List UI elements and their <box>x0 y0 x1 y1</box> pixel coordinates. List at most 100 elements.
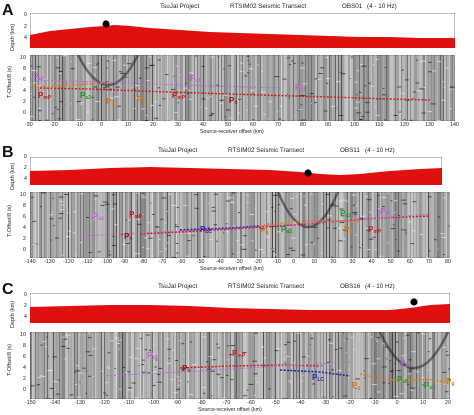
panel-a: A TsuJal Project RTSIM02 Seismic Transec… <box>0 0 474 137</box>
record-tick: 8 <box>23 343 26 349</box>
panel-letter: B <box>2 144 14 161</box>
x-tick: -20 <box>254 259 262 265</box>
pmp-pick-line <box>39 87 431 101</box>
x-tick: -30 <box>235 259 243 265</box>
phase-label: Ps1 <box>93 212 104 222</box>
x-tick: -30 <box>25 122 33 128</box>
record-tick: 10 <box>20 192 26 198</box>
x-tick: -30 <box>321 400 330 406</box>
record-tick: 10 <box>20 332 26 338</box>
phase-label: Ps2 <box>281 225 292 235</box>
bathymetry-profile <box>30 25 455 48</box>
x-axis-label: Source-receiver offset (km) <box>198 407 262 413</box>
x-tick: -80 <box>197 400 206 406</box>
pg-pick-line <box>30 82 107 88</box>
x-tick: -150 <box>25 400 36 406</box>
x-tick: -70 <box>158 259 167 265</box>
x-tick: 10 <box>420 400 427 406</box>
depth-tick: 2 <box>24 303 27 309</box>
x-tick: -60 <box>177 259 186 265</box>
record-tick: 8 <box>23 66 26 72</box>
record-tick: 4 <box>23 225 26 231</box>
phase-label: Ps2 <box>80 91 91 101</box>
ps1-pick-line <box>30 79 281 89</box>
phase-label: Ps2 <box>397 375 408 385</box>
plc-pick-line <box>179 225 261 231</box>
pmp-pick-line <box>179 364 321 369</box>
bathymetry-profile <box>30 304 450 323</box>
x-tick: 40 <box>368 259 375 265</box>
record-tick: 10 <box>20 55 26 61</box>
panel-c: C TsuJal Project RTSIM02 Seismic Transec… <box>0 278 474 415</box>
phase-label: PmP <box>172 91 186 101</box>
bathymetry-profile <box>30 167 442 185</box>
x-tick: -10 <box>273 259 281 265</box>
x-tick: -10 <box>75 122 83 128</box>
depth-tick: 2 <box>24 165 27 171</box>
x-tick: -40 <box>296 400 305 406</box>
depth-tick: 4 <box>24 314 27 320</box>
x-tick: 120 <box>400 122 409 128</box>
title-band: (4 - 10 Hz) <box>365 283 395 290</box>
phase-label: Ps2 <box>340 209 351 219</box>
x-tick: 140 <box>450 122 459 128</box>
title-project: TsuJal Project <box>158 283 198 290</box>
x-tick: -120 <box>99 400 110 406</box>
x-tick: -130 <box>74 400 86 406</box>
x-tick: 90 <box>325 122 331 128</box>
seismic-traces <box>30 55 455 121</box>
title-band: (4 - 10 Hz) <box>365 147 395 154</box>
depth-tick: 0 <box>24 12 27 18</box>
x-tick: 60 <box>406 259 413 265</box>
phase-label: PmP <box>368 225 382 235</box>
x-tick: -40 <box>215 259 224 265</box>
phase-label: Pg <box>446 377 455 387</box>
phase-label: PmP <box>38 91 52 101</box>
phase-label: Pg <box>344 225 353 235</box>
depth-axis-label: Depth (km) <box>10 162 16 190</box>
water-wave-cone <box>76 55 140 87</box>
bathymetry-plot <box>30 293 450 323</box>
phase-label: Pn <box>124 232 133 242</box>
panel-letter: A <box>2 2 14 19</box>
x-tick: 30 <box>349 259 356 265</box>
depth-tick: 0 <box>24 154 27 160</box>
seismic-record <box>30 332 450 399</box>
x-tick: 100 <box>350 122 359 128</box>
record-tick: 0 <box>23 387 26 393</box>
ps1-pick-line <box>79 213 431 237</box>
x-tick: 0 <box>395 400 399 406</box>
x-axis-ticks: -140 -130 -120 -110 -100 -90 -80 -70 -60 -50 -40 -3… <box>25 259 451 267</box>
phase-label: Pn <box>229 96 238 106</box>
title-project: TsuJal Project <box>160 3 200 10</box>
record-tick: 4 <box>23 88 26 94</box>
plc-pick-line <box>279 369 351 377</box>
depth-axis-label: Depth (km) <box>10 300 16 328</box>
obs-marker <box>410 298 418 306</box>
seismic-record <box>30 55 455 121</box>
phase-label: PmP <box>232 349 246 359</box>
record-tick: 6 <box>23 214 26 220</box>
panel-title: TsuJal Project RTSIM02 Seismic Transect … <box>40 283 460 293</box>
obs-marker <box>102 20 110 28</box>
record-tick: 2 <box>23 236 26 242</box>
x-tick: 50 <box>387 259 394 265</box>
x-tick: -100 <box>101 259 112 265</box>
depth-axis-label: Depth (km) <box>10 23 16 51</box>
title-station: OBS01 <box>342 3 363 10</box>
phase-label: PLC <box>200 225 213 235</box>
x-tick: 0 <box>100 122 103 128</box>
record-tick: 6 <box>23 77 26 83</box>
x-tick: 80 <box>445 259 451 265</box>
phase-label: Ps1 <box>147 351 158 361</box>
record-tick: 0 <box>23 247 26 253</box>
record-axis-label: T-Offset/8 (s) <box>7 344 13 376</box>
x-axis-label: Source-receiver offset (km) <box>200 129 264 135</box>
record-tick: 8 <box>23 203 26 209</box>
x-tick: -120 <box>63 259 74 265</box>
x-tick: 130 <box>425 122 434 128</box>
water-wave-cone <box>378 332 450 370</box>
phase-label: Pn <box>182 364 191 374</box>
x-tick: 10 <box>125 122 131 128</box>
title-transect: RTSIM02 Seismic Transect <box>228 283 305 290</box>
